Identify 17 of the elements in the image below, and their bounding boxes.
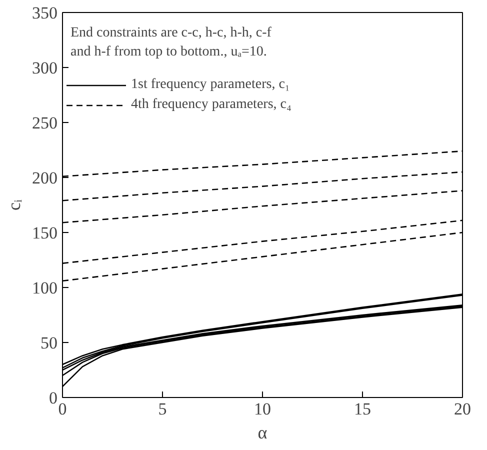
y-axis-title: cᵢ [4, 199, 24, 210]
annotation: End constraints are c-c, h-c, h-h, c-f [70, 26, 272, 40]
y-tick-label: 200 [32, 168, 58, 188]
y-tick-label: 50 [40, 334, 58, 352]
legend-label: 1st frequency parameters, c₁ [131, 77, 290, 93]
x-tick-label: 5 [158, 400, 167, 418]
y-tick-label: 250 [32, 114, 58, 132]
x-tick-label: 15 [354, 400, 371, 418]
y-tick-label: 150 [32, 224, 58, 242]
x-tick-label: 20 [454, 400, 471, 418]
y-tick-label: 350 [32, 4, 58, 22]
y-tick-label: 300 [32, 58, 58, 78]
annotation: and h-f from top to bottom., uₐ=10. [70, 44, 267, 60]
x-tick-label: 10 [254, 400, 271, 418]
legend-label: 4th frequency parameters, c₄ [131, 97, 292, 113]
x-axis-title: α [258, 422, 268, 442]
y-tick-label: 100 [32, 278, 58, 298]
